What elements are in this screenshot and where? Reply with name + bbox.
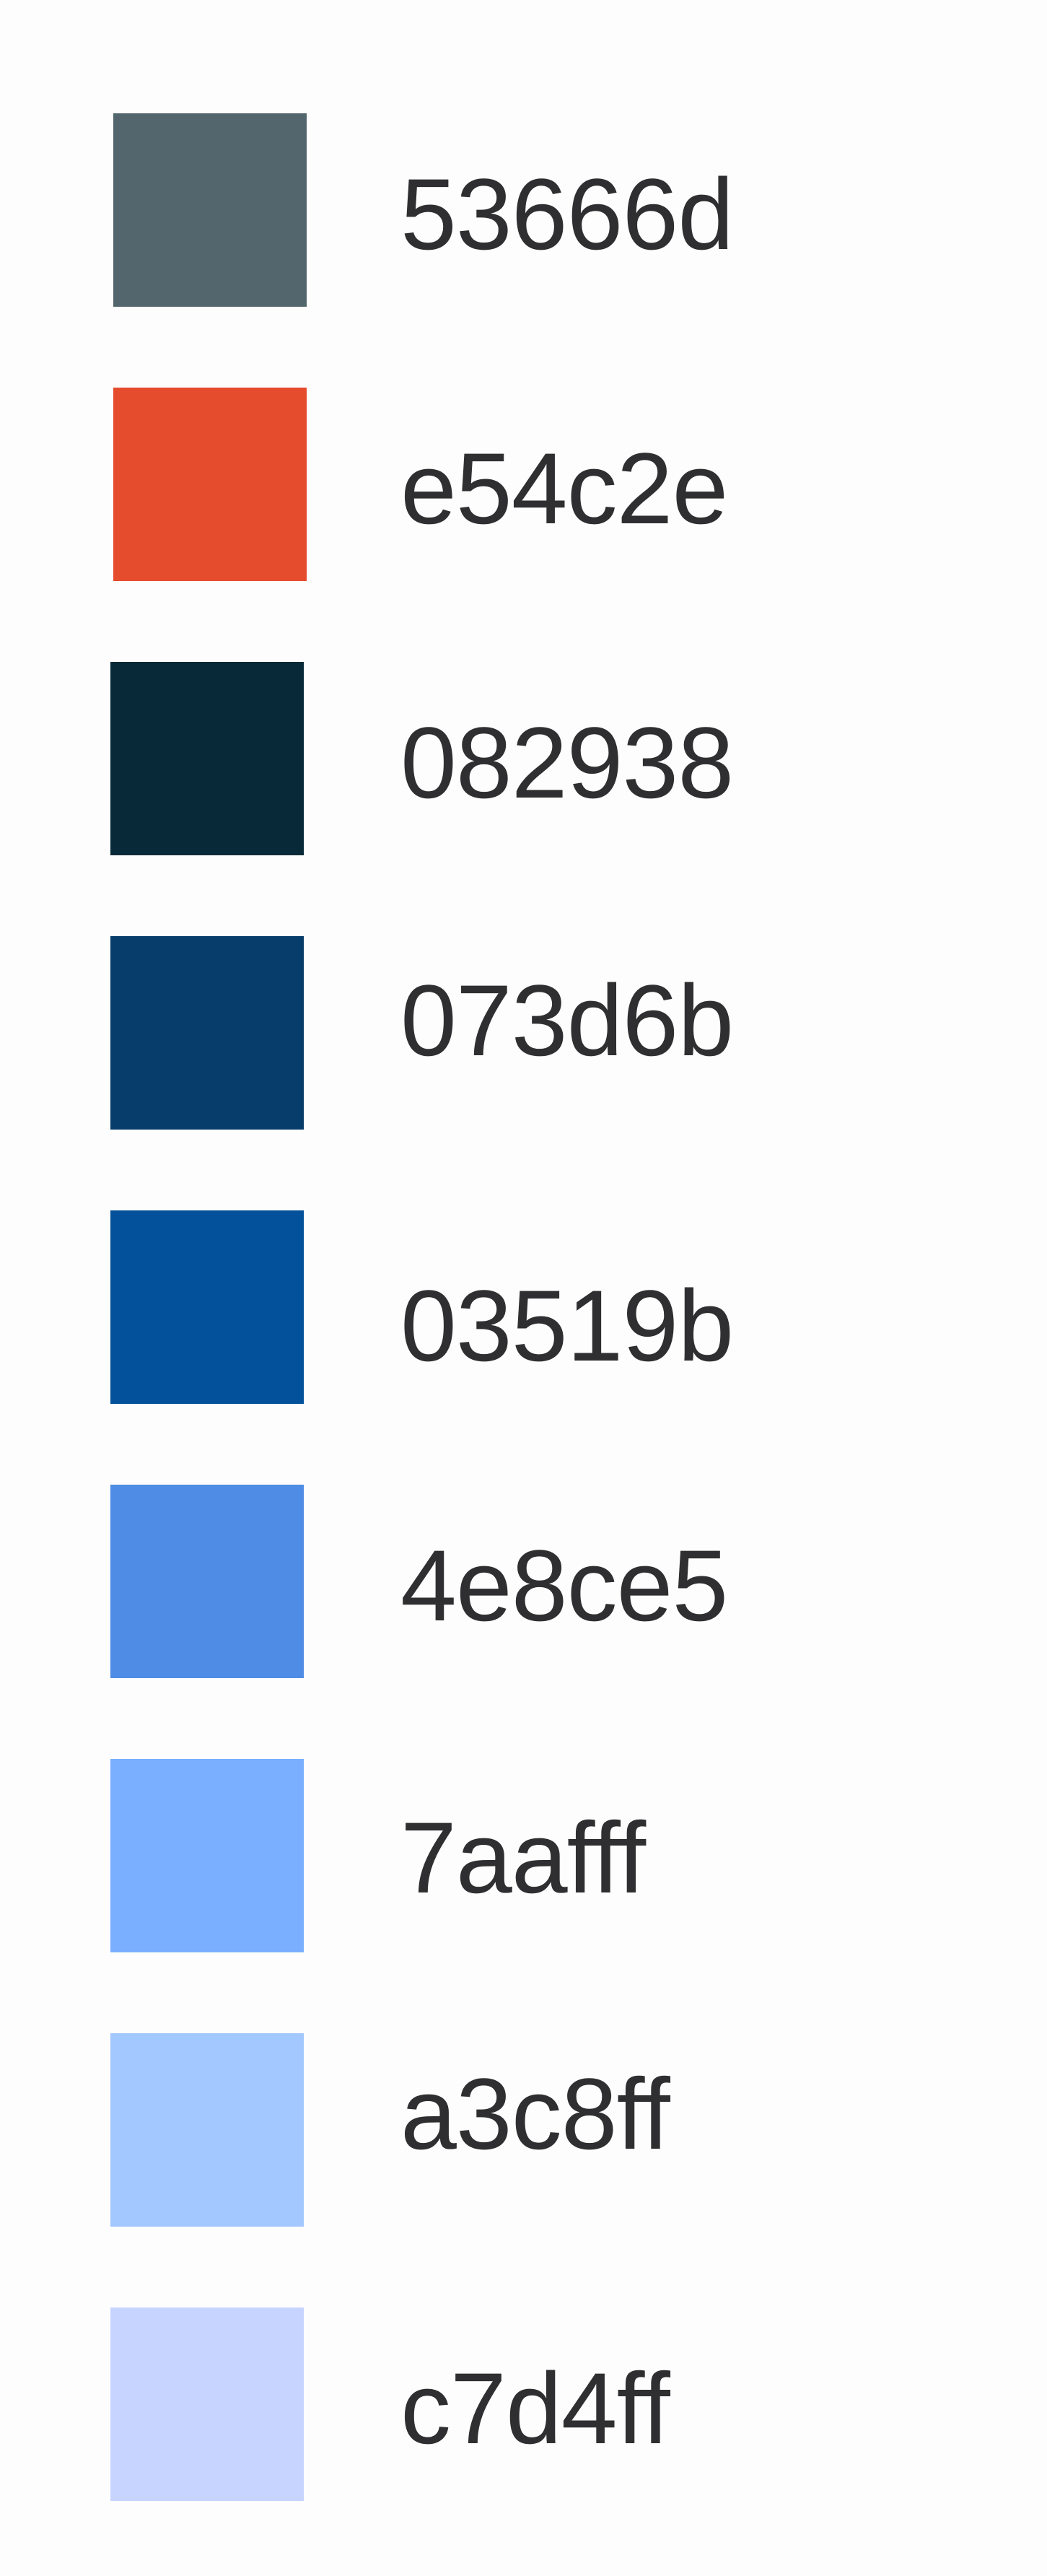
swatch-row: e54c2e [0,388,1047,581]
swatch-row: 4e8ce5 [0,1485,1047,1678]
color-swatch [110,936,304,1130]
color-swatch [113,388,307,581]
swatch-row: 082938 [0,662,1047,855]
color-hex-label: 7aafff [400,1801,646,1914]
swatch-row: a3c8ff [0,2033,1047,2227]
color-hex-label: 4e8ce5 [400,1529,728,1642]
color-swatch [110,1759,304,1952]
color-hex-label: 073d6b [400,964,734,1077]
color-swatch [110,2308,304,2501]
color-hex-label: 03519b [400,1269,734,1382]
color-hex-label: e54c2e [400,432,728,545]
swatch-row: 53666d [0,113,1047,307]
color-swatch [110,2033,304,2227]
swatch-row: c7d4ff [0,2308,1047,2501]
color-hex-label: 53666d [400,157,734,271]
color-swatch [113,113,307,307]
swatch-row: 03519b [0,1210,1047,1404]
color-swatch [110,1485,304,1678]
color-hex-label: 082938 [400,706,734,819]
color-hex-label: a3c8ff [400,2057,670,2170]
color-swatch [110,662,304,855]
color-hex-label: c7d4ff [400,2352,670,2465]
color-swatch [110,1210,304,1404]
swatch-row: 073d6b [0,936,1047,1130]
swatch-row: 7aafff [0,1759,1047,1952]
